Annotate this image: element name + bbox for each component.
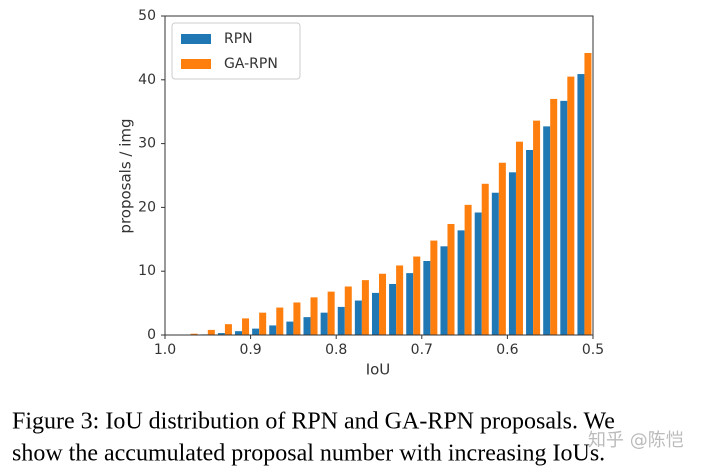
legend-label: RPN xyxy=(224,31,253,47)
caption-line: show the accumulated proposal number wit… xyxy=(12,441,605,467)
bar xyxy=(560,100,568,335)
bar xyxy=(464,204,472,335)
bar xyxy=(481,183,489,335)
bar xyxy=(293,302,301,335)
legend-swatch xyxy=(181,59,211,69)
bar xyxy=(354,300,362,335)
bar xyxy=(440,246,448,335)
bar xyxy=(242,318,250,335)
watermark: 知乎 @陈恺 xyxy=(588,430,684,451)
legend-swatch xyxy=(181,34,211,44)
plot-frame xyxy=(164,15,594,336)
x-tick-label: 0.5 xyxy=(582,342,604,358)
bar xyxy=(498,162,506,335)
bar xyxy=(269,325,277,335)
x-tick-label: 0.7 xyxy=(411,342,433,358)
y-tick-label: 20 xyxy=(138,199,156,215)
bar xyxy=(430,240,438,335)
x-tick-label: 0.6 xyxy=(496,342,518,358)
bar xyxy=(447,223,455,335)
bar xyxy=(190,333,198,335)
y-tick-label: 0 xyxy=(147,327,156,343)
bar xyxy=(396,265,404,335)
bar xyxy=(224,324,232,335)
bar xyxy=(577,74,585,336)
bar xyxy=(276,307,284,335)
bar xyxy=(310,297,318,335)
x-tick-label: 0.9 xyxy=(239,342,261,358)
bar xyxy=(533,120,541,336)
y-tick-label: 30 xyxy=(138,136,156,152)
bar xyxy=(259,312,267,335)
bar xyxy=(474,212,482,335)
bar xyxy=(389,283,397,335)
x-axis-label: IoU xyxy=(366,361,391,379)
bar xyxy=(207,329,215,335)
y-axis-label: proposals / img xyxy=(117,118,135,233)
caption-line: Figure 3: IoU distribution of RPN and GA… xyxy=(12,409,615,435)
bar xyxy=(491,192,499,335)
y-tick-label: 40 xyxy=(138,72,156,88)
bar xyxy=(508,172,516,335)
bar xyxy=(286,321,294,335)
bar xyxy=(406,273,414,335)
legend-label: GA-RPN xyxy=(224,56,278,72)
bar xyxy=(526,149,534,335)
bar xyxy=(457,230,465,335)
bar xyxy=(543,126,551,336)
bar xyxy=(337,306,345,335)
bar xyxy=(371,292,379,335)
x-tick-label: 1.0 xyxy=(154,342,176,358)
bar xyxy=(550,98,558,335)
x-tick-label: 0.8 xyxy=(325,342,347,358)
bar xyxy=(361,280,369,335)
bar xyxy=(423,260,431,335)
bar xyxy=(413,256,421,335)
bar xyxy=(515,141,523,335)
bar xyxy=(327,291,335,335)
bar xyxy=(379,273,387,335)
bar xyxy=(584,53,592,336)
bar xyxy=(235,331,243,335)
y-tick-label: 10 xyxy=(138,263,156,279)
bar xyxy=(344,286,352,335)
bar xyxy=(303,317,311,335)
y-tick-label: 50 xyxy=(138,8,156,24)
bar xyxy=(320,312,328,335)
bar xyxy=(567,76,575,336)
bar xyxy=(217,333,225,335)
bar xyxy=(252,328,260,335)
